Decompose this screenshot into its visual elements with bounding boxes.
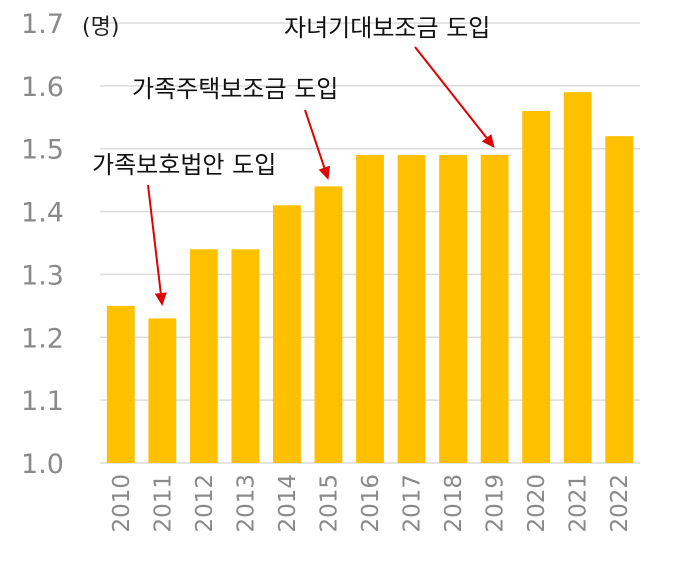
x-tick-label: 2012: [192, 474, 218, 533]
annotations: 가족보호법안 도입 가족주택보조금 도입 자녀기대보조금 도입: [92, 14, 495, 306]
annotation-arrowhead: [318, 165, 331, 180]
bar-2014: [273, 205, 301, 464]
x-tick-label: 2014: [275, 474, 301, 533]
y-tick-label: 1.4: [21, 198, 64, 229]
bar-2011: [148, 318, 177, 463]
x-tick-label: 2010: [109, 474, 135, 533]
annotation-arrowhead: [481, 134, 495, 148]
y-tick-label: 1.2: [21, 323, 64, 354]
annotation-label: 가족보호법안 도입: [92, 151, 276, 179]
x-tick-label: 2013: [233, 474, 259, 533]
x-tick-label: 2018: [441, 474, 467, 533]
x-axis-ticks: 2010 2011 2012 2013 2014 2015 2016 2017 2018 2019…: [109, 474, 633, 533]
x-tick-label: 2016: [358, 474, 384, 533]
x-tick-label: 2019: [483, 474, 509, 533]
y-tick-label: 1.7: [21, 9, 64, 40]
x-tick-label: 2015: [316, 474, 342, 533]
annotation-arrow: [304, 109, 326, 168]
annotation-label: 자녀기대보조금 도입: [284, 14, 490, 42]
y-tick-label: 1.0: [21, 449, 64, 480]
bar-2018: [439, 155, 467, 463]
bar-2017: [397, 155, 426, 463]
bars: [106, 92, 634, 464]
annotation-arrowhead: [154, 292, 167, 306]
y-tick-label: 1.5: [21, 135, 64, 166]
y-axis-unit-label: (명): [82, 15, 119, 40]
x-tick-label: 2020: [524, 474, 550, 533]
y-tick-label: 1.1: [21, 386, 64, 417]
x-tick-label: 2021: [566, 474, 592, 533]
annotation-label: 가족주택보조금 도입: [132, 75, 338, 103]
bar-2021: [563, 92, 592, 464]
y-axis-ticks: 1.0 1.1 1.2 1.3 1.4 1.5 1.6 1.7: [21, 9, 64, 480]
bar-2010: [106, 305, 135, 463]
bar-2015: [314, 186, 343, 463]
annotation-arrow: [147, 184, 162, 294]
bar-2022: [605, 136, 634, 463]
bar-2019: [480, 155, 509, 463]
y-tick-label: 1.3: [21, 260, 64, 291]
bar-2020: [522, 111, 551, 463]
bar-2013: [231, 249, 260, 463]
x-tick-label: 2017: [400, 474, 426, 533]
bar-2012: [189, 249, 218, 463]
y-tick-label: 1.6: [21, 72, 64, 103]
bar-2016: [356, 155, 384, 463]
x-tick-label: 2022: [607, 474, 633, 533]
annotation-arrow: [414, 46, 488, 139]
x-tick-label: 2011: [150, 474, 176, 533]
